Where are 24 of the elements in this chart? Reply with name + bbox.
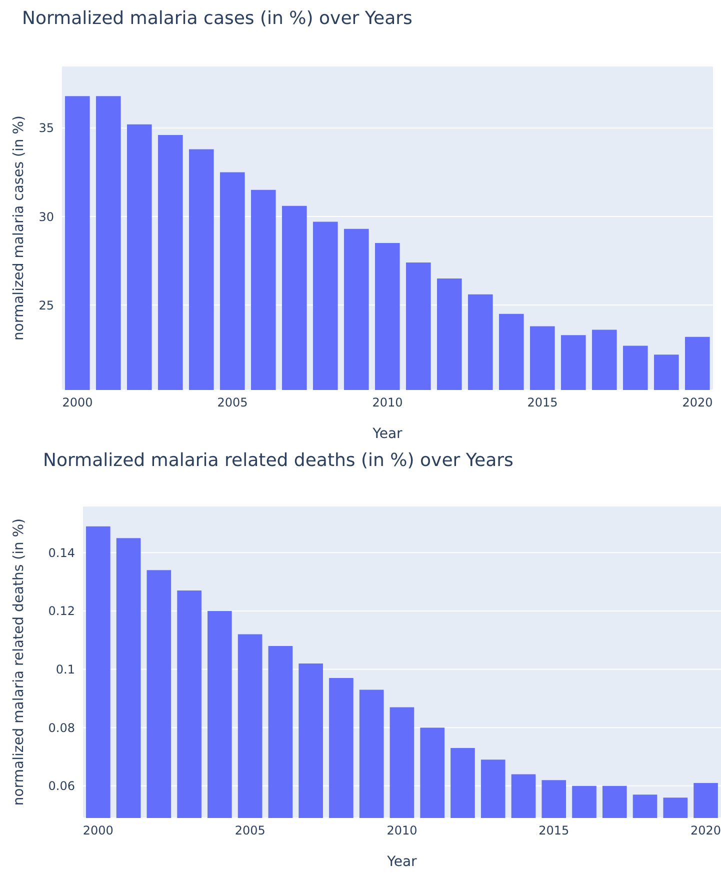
x-axis-title: Year (386, 854, 418, 870)
chart-title: Normalized malaria cases (in %) over Years (22, 8, 412, 29)
y-axis-title: normalized malaria related deaths (in %) (10, 518, 27, 806)
x-tick-label: 2000 (62, 396, 93, 410)
chart-title: Normalized malaria related deaths (in %) over Years (43, 450, 514, 471)
x-tick-label: 2015 (538, 824, 570, 838)
y-tick-label: 0.14 (48, 546, 75, 560)
x-tick-label: 2010 (372, 396, 403, 410)
x-tick-label: 2020 (682, 396, 713, 410)
x-tick-label: 2010 (386, 824, 418, 838)
x-tick-label: 2005 (234, 824, 266, 838)
x-tick-label: 2015 (527, 396, 558, 410)
x-axis-title: Year (372, 426, 403, 442)
y-tick-label: 30 (38, 210, 54, 224)
y-tick-label: 0.1 (56, 662, 75, 677)
x-tick-label: 2005 (217, 396, 248, 410)
y-axis-title: normalized malaria cases (in %) (10, 116, 27, 340)
x-tick-label: 2000 (82, 824, 114, 838)
y-tick-label: 0.06 (48, 779, 75, 794)
y-tick-label: 0.08 (48, 720, 75, 735)
y-tick-label: 25 (38, 298, 54, 312)
x-tick-label: 2020 (690, 824, 721, 838)
y-tick-label: 0.12 (48, 604, 75, 618)
y-tick-label: 35 (38, 121, 54, 136)
